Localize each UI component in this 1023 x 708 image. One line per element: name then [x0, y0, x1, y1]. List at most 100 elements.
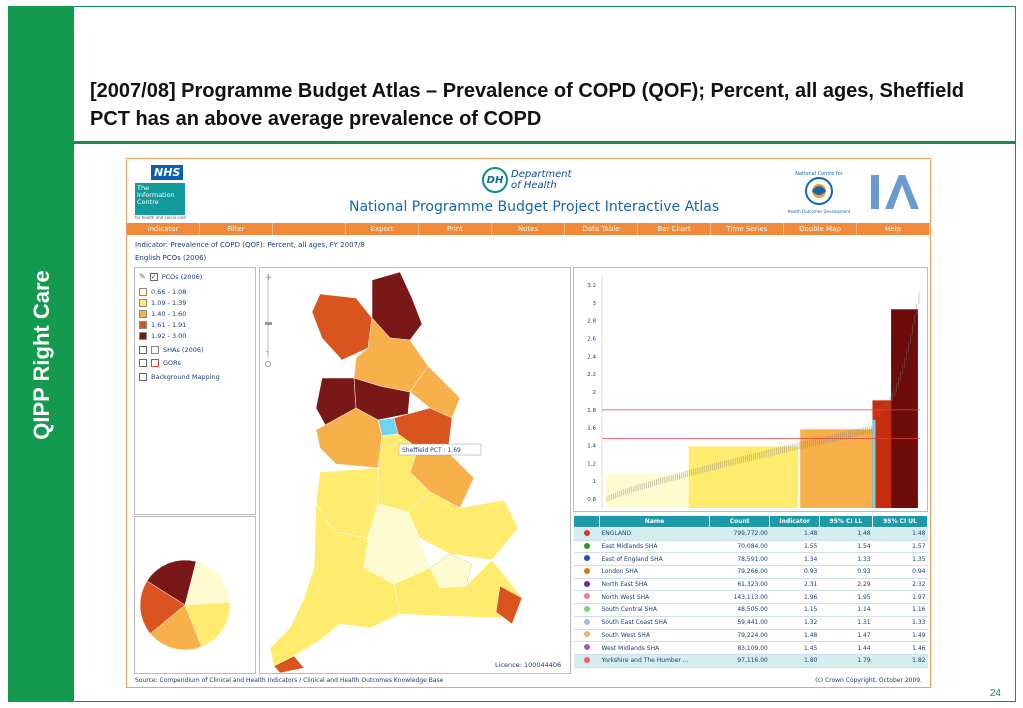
table-row[interactable]: London SHA 79,266.00 0.93 0.93 0.94 — [573, 565, 928, 579]
col-header-name[interactable]: Name — [599, 515, 710, 528]
pcos-checkbox[interactable]: ✓ — [149, 272, 158, 281]
information-centre-tagline: for health and social care — [135, 215, 186, 220]
legend-background-row[interactable]: Background Mapping — [139, 373, 220, 381]
cell-name: South East Coast SHA — [599, 616, 710, 630]
gors-checkbox[interactable] — [139, 359, 147, 367]
pie-slice — [184, 601, 231, 648]
table-row[interactable]: ENGLAND 799,772.00 1.48 1.48 1.48 — [573, 527, 928, 541]
table-row[interactable]: South Central SHA 48,505.00 1.15 1.14 1.16 — [573, 603, 928, 617]
legend-pcos-row[interactable]: ✎ ✓ PCOs (2006) — [139, 272, 202, 281]
cell-count: 61,323.00 — [709, 578, 770, 592]
atlas-title: National Programme Budget Project Intera… — [349, 199, 720, 215]
nav-data-table[interactable]: Data Table — [565, 223, 638, 235]
nav-time-series[interactable]: Time Series — [711, 223, 784, 235]
y-tick-label: 2.6 — [587, 336, 596, 342]
table-row[interactable]: North East SHA 61,323.00 2.31 2.29 2.32 — [573, 578, 928, 592]
row-marker — [573, 616, 600, 630]
atlas-header: NHS The Information Centre for health an… — [127, 159, 930, 221]
nav-bar-chart[interactable]: Bar Chart — [638, 223, 711, 235]
legend-class-label: 1.40 - 1.60 — [151, 310, 187, 318]
row-marker — [573, 578, 600, 592]
table-row[interactable]: South West SHA 79,224.00 1.48 1.47 1.49 — [573, 629, 928, 643]
atlas-screenshot: NHS The Information Centre for health an… — [126, 158, 931, 688]
nav-indicator[interactable]: Indicator — [127, 223, 200, 235]
cell-name: Yorkshire and The Humber ... — [599, 654, 710, 668]
legend-panel: ✎ ✓ PCOs (2006) 0.66 - 1.08 1.09 - 1.39 … — [134, 267, 256, 515]
pie-slice — [146, 559, 197, 606]
pencil-icon[interactable]: ✎ — [139, 272, 146, 281]
nchod-top-text: National Centre for — [795, 171, 844, 177]
table-row[interactable]: South East Coast SHA 59,441.00 1.32 1.31 1.3… — [573, 616, 928, 630]
col-header-count[interactable]: Count — [708, 515, 771, 528]
cell-ci-ul: 1.82 — [872, 654, 928, 668]
col-header-ci-ul[interactable]: 95% CI UL — [872, 515, 928, 528]
shas-checkbox[interactable] — [139, 346, 147, 354]
cell-indicator: 1.96 — [769, 590, 820, 605]
pie-slice — [184, 561, 231, 606]
y-tick-label: 2.2 — [587, 372, 596, 378]
row-marker — [573, 629, 600, 643]
page-number: 24 — [989, 688, 1001, 699]
zoom-control[interactable]: + – — [265, 273, 273, 367]
cell-count: 143,113.00 — [709, 590, 770, 605]
magnifier-icon — [265, 361, 271, 367]
col-header-ci-ll[interactable]: 95% CI LL — [818, 515, 874, 528]
background-mapping-checkbox[interactable] — [139, 373, 147, 381]
nav-bar: Indicator Filter Export Print Notes Data… — [127, 223, 930, 235]
cell-name: London SHA — [599, 565, 710, 579]
legend-shas-row[interactable]: SHAs (2006) — [139, 346, 204, 354]
pie-slice — [150, 604, 202, 651]
map-region-kent-east — [495, 585, 523, 625]
nav-filter[interactable]: Filter — [200, 223, 273, 235]
table-row[interactable]: Yorkshire and The Humber ... 97,116.00 1.8… — [573, 654, 928, 668]
zoom-in-icon: + — [265, 273, 273, 283]
cell-count: 97,116.00 — [709, 654, 770, 668]
legend-class-row: 1.92 - 3.00 — [139, 332, 186, 340]
choropleth-map[interactable]: + – — [260, 268, 572, 675]
table-row[interactable]: East of England SHA 78,591.00 1.34 1.33 1.35 — [573, 552, 928, 567]
zoom-slider-handle — [265, 322, 272, 325]
map-region-south-east — [393, 559, 523, 619]
map-tooltip: Sheffield PCT : 1.69 — [398, 443, 482, 456]
y-tick-label: 1.4 — [587, 444, 596, 450]
nav-help[interactable]: Help — [857, 223, 930, 235]
nchod-logo: National Centre for Health Outcomes Deve… — [788, 171, 851, 214]
ranked-bar-chart[interactable]: 0.8 1 1.2 1.4 1.6 1.8 2 2.2 2.4 2.6 2.8 3 3.2 — [574, 268, 929, 513]
table-row[interactable]: West Midlands SHA 83,109.00 1.45 1.44 1.46 — [573, 641, 928, 655]
cell-ci-ul: 1.49 — [872, 629, 928, 643]
y-tick-label: 0.8 — [587, 497, 596, 503]
data-table: Name Count Indicator 95% CI LL 95% CI UL… — [573, 515, 928, 668]
cell-count: 70,084.00 — [709, 540, 770, 554]
map-region-cornwall — [273, 655, 305, 674]
nav-notes[interactable]: Notes — [492, 223, 565, 235]
table-panel: Name Count Indicator 95% CI LL 95% CI UL… — [573, 515, 928, 675]
nav-export[interactable]: Export — [346, 223, 419, 235]
table-row[interactable]: North West SHA 143,113.00 1.96 1.95 1.97 — [573, 590, 928, 605]
legend-gors-row[interactable]: GORs — [139, 359, 181, 367]
legend-swatch — [139, 310, 147, 318]
cell-count: 79,266.00 — [709, 565, 770, 579]
y-tick-label: 3.2 — [587, 283, 596, 289]
cell-ci-ul: 1.46 — [872, 641, 928, 655]
region-dot-icon — [583, 580, 590, 587]
cell-indicator: 1.55 — [769, 540, 820, 554]
shas-swatch — [151, 346, 159, 354]
band-bar — [688, 446, 799, 508]
cell-indicator: 1.48 — [769, 629, 820, 643]
region-dot-icon — [583, 542, 590, 549]
nav-print[interactable]: Print — [419, 223, 492, 235]
legend-class-label: 1.92 - 3.00 — [151, 332, 187, 340]
y-tick-label: 2.8 — [587, 319, 596, 325]
table-row[interactable]: East Midlands SHA 70,084.00 1.55 1.54 1.57 — [573, 540, 928, 554]
cell-count: 78,591.00 — [709, 552, 770, 567]
nav-double-map[interactable]: Double Map — [784, 223, 857, 235]
geography-text: English PCOs (2006) — [135, 254, 207, 262]
legend-class-label: 0.66 - 1.08 — [151, 288, 187, 296]
col-header-indicator[interactable]: Indicator — [769, 515, 820, 528]
cell-indicator: 1.48 — [769, 527, 820, 541]
legend-class-label: 1.61 - 1.91 — [151, 321, 187, 329]
cell-count: 83,109.00 — [709, 641, 770, 655]
dh-logo: DH Department of Health — [482, 167, 572, 193]
highlight-bar — [872, 419, 876, 509]
cell-name: North West SHA — [599, 590, 710, 605]
